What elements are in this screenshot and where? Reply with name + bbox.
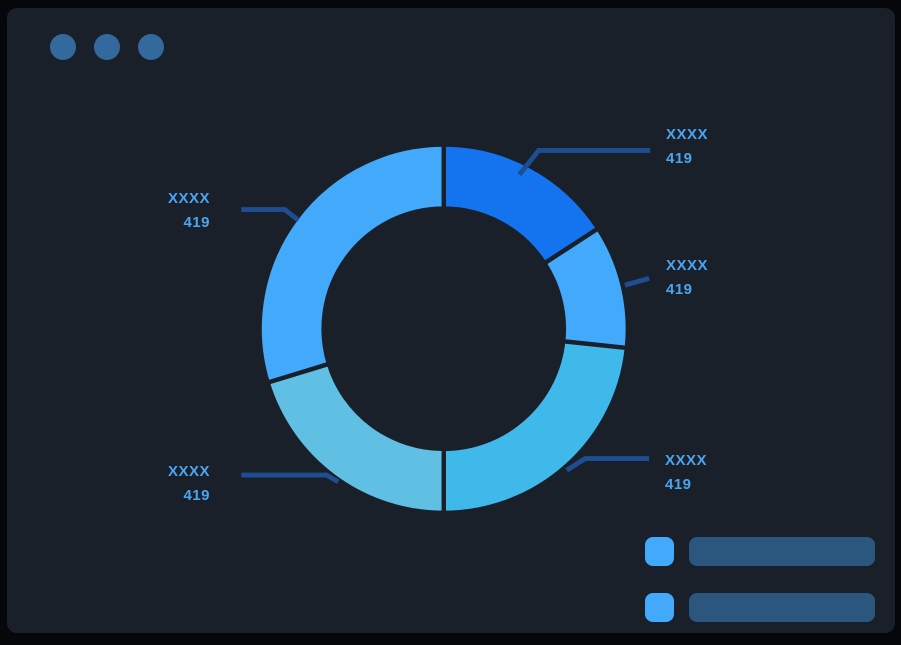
- slice-callout-left: XXXX 419: [168, 191, 210, 230]
- slice-label: XXXX: [167, 190, 210, 207]
- window-control-dot-1[interactable]: [50, 34, 76, 60]
- callout-leader-line-2: [624, 276, 650, 288]
- legend-swatch-icon: [645, 593, 674, 622]
- slice-value: 419: [183, 214, 210, 231]
- slice-label: XXXX: [666, 257, 709, 274]
- slice-callout-right: XXXX 419: [666, 258, 708, 297]
- callout-leader-line-4: [241, 207, 300, 223]
- slice-label: XXXX: [167, 463, 210, 480]
- window-content: XXXX 419 XXXX 419 XXXX 419 XXXX 419 XXXX…: [7, 8, 895, 633]
- legend-item-1[interactable]: [645, 537, 875, 566]
- window-control-dot-2[interactable]: [94, 34, 120, 60]
- slice-callout-bottom-right: XXXX 419: [665, 453, 707, 492]
- callout-leader-line-3: [565, 456, 650, 473]
- donut-slice-4[interactable]: [264, 361, 446, 516]
- window-controls: [50, 34, 164, 60]
- callout-leader-line-5: [241, 472, 340, 484]
- legend-item-2[interactable]: [645, 593, 875, 622]
- slice-label: XXXX: [666, 126, 709, 143]
- legend-label-placeholder-bar: [689, 593, 875, 622]
- window-control-dot-3[interactable]: [138, 34, 164, 60]
- donut-slice-3[interactable]: [441, 338, 630, 516]
- legend-swatch-icon: [645, 537, 674, 566]
- callout-leader-line-1: [517, 148, 651, 177]
- donut-chart: [241, 142, 651, 516]
- slice-callout-bottom-left: XXXX 419: [168, 464, 210, 503]
- chart-legend: [645, 537, 875, 633]
- slice-value: 419: [666, 281, 693, 298]
- slice-value: 419: [665, 476, 692, 493]
- slice-value: 419: [666, 150, 693, 167]
- legend-label-placeholder-bar: [689, 537, 875, 566]
- slice-callout-top-right: XXXX 419: [666, 127, 708, 166]
- donut-slice-5[interactable]: [257, 142, 446, 386]
- slice-value: 419: [183, 487, 210, 504]
- slice-label: XXXX: [665, 452, 708, 469]
